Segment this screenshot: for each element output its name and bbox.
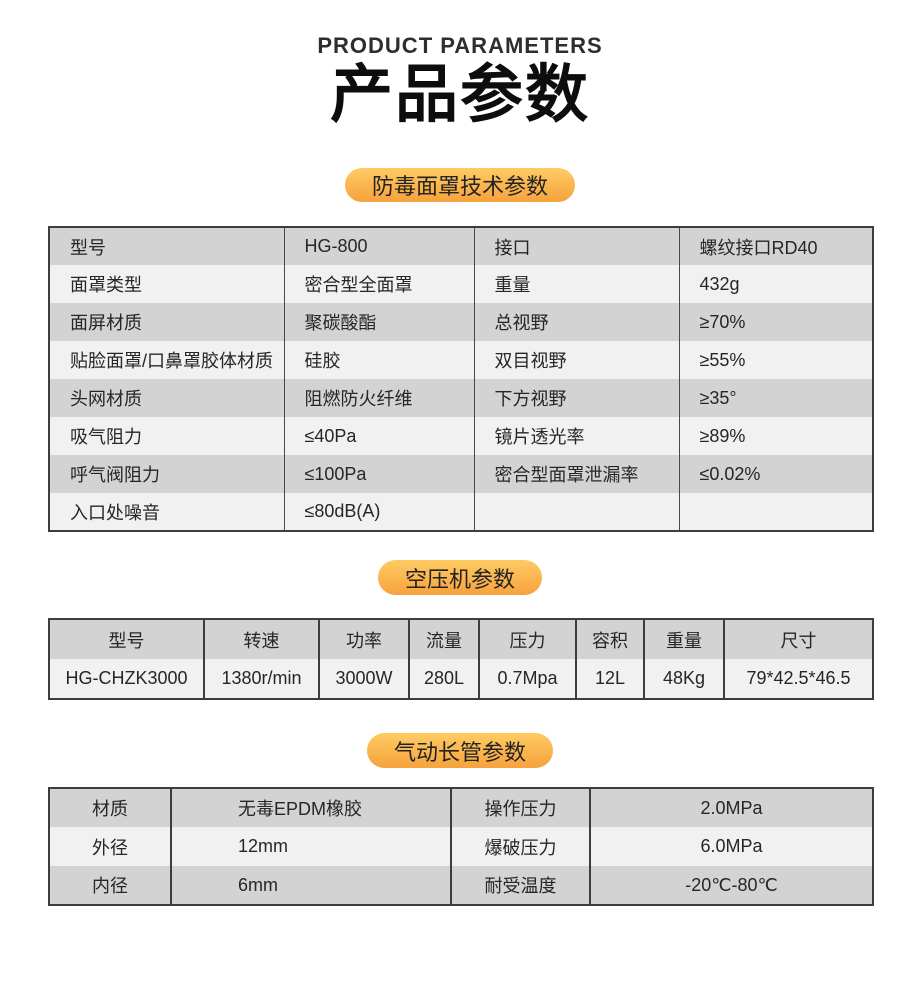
param-value: 聚碳酸酯 [283,303,474,341]
param-label: 面屏材质 [49,303,284,341]
param-value: 1380r/min [203,659,319,699]
column-header: 压力 [478,619,576,659]
param-label: 贴脸面罩/口鼻罩胶体材质 [49,341,284,379]
table-row: HG-CHZK3000 1380r/min 3000W 280L 0.7Mpa … [49,659,873,699]
column-header: 尺寸 [723,619,873,659]
column-header: 容积 [575,619,644,659]
table-row: 外径 12mm 爆破压力 6.0MPa [49,827,873,866]
param-value: 6mm [170,866,451,905]
param-value: 0.7Mpa [478,659,576,699]
param-value: 12L [575,659,644,699]
param-label: 下方视野 [473,379,679,417]
param-value: ≤40Pa [283,417,474,455]
param-value: 48Kg [643,659,724,699]
param-value: ≤100Pa [283,455,474,493]
column-header: 重量 [643,619,724,659]
compressor-section-badge: 空压机参数 [377,560,542,595]
param-value: 螺纹接口RD40 [678,227,873,265]
param-label: 操作压力 [450,788,590,827]
column-header: 功率 [318,619,409,659]
page-title: 产品参数 [330,60,590,130]
param-value: 79*42.5*46.5 [723,659,873,699]
param-label: 双目视野 [473,341,679,379]
param-label: 耐受温度 [450,866,590,905]
param-label: 型号 [49,227,284,265]
param-value: HG-800 [283,227,474,265]
mask-params-table: 型号 HG-800 接口 螺纹接口RD40 面罩类型 密合型全面罩 重量 432… [48,226,874,532]
param-value: 硅胶 [283,341,474,379]
table-row: 吸气阻力 ≤40Pa 镜片透光率 ≥89% [49,417,873,455]
param-value: 6.0MPa [589,827,873,866]
table-row: 材质 无毒EPDM橡胶 操作压力 2.0MPa [49,788,873,827]
param-label: 外径 [49,827,171,866]
compressor-params-table: 型号 转速 功率 流量 压力 容积 重量 尺寸 HG-CHZK3000 1380… [48,618,874,700]
hose-params-table: 材质 无毒EPDM橡胶 操作压力 2.0MPa 外径 12mm 爆破压力 6.0… [48,787,874,906]
column-header: 型号 [49,619,204,659]
table-row: 面罩类型 密合型全面罩 重量 432g [49,265,873,303]
param-value: 密合型全面罩 [283,265,474,303]
table-row: 呼气阀阻力 ≤100Pa 密合型面罩泄漏率 ≤0.02% [49,455,873,493]
param-value [678,493,873,531]
param-label: 内径 [49,866,171,905]
param-label [473,493,679,531]
param-label: 头网材质 [49,379,284,417]
param-label: 吸气阻力 [49,417,284,455]
table-row: 头网材质 阻燃防火纤维 下方视野 ≥35° [49,379,873,417]
param-value: ≤0.02% [678,455,873,493]
param-value: 3000W [318,659,409,699]
param-label: 材质 [49,788,171,827]
param-value: ≥35° [678,379,873,417]
param-value: ≥55% [678,341,873,379]
param-value: 2.0MPa [589,788,873,827]
param-label: 镜片透光率 [473,417,679,455]
param-value: 无毒EPDM橡胶 [170,788,451,827]
param-value: 阻燃防火纤维 [283,379,474,417]
table-row: 型号 HG-800 接口 螺纹接口RD40 [49,227,873,265]
param-label: 面罩类型 [49,265,284,303]
eyebrow-text: PRODUCT PARAMETERS [317,33,603,58]
param-label: 密合型面罩泄漏率 [473,455,679,493]
table-row: 内径 6mm 耐受温度 -20℃-80℃ [49,866,873,905]
mask-section-badge: 防毒面罩技术参数 [344,168,575,202]
param-value: 12mm [170,827,451,866]
param-value: ≤80dB(A) [283,493,474,531]
table-row: 入口处噪音 ≤80dB(A) [49,493,873,531]
column-header: 流量 [408,619,479,659]
table-header-row: 型号 转速 功率 流量 压力 容积 重量 尺寸 [49,619,873,659]
param-value: ≥70% [678,303,873,341]
column-header: 转速 [203,619,319,659]
param-value: HG-CHZK3000 [49,659,204,699]
param-label: 接口 [473,227,679,265]
param-label: 爆破压力 [450,827,590,866]
table-row: 贴脸面罩/口鼻罩胶体材质 硅胶 双目视野 ≥55% [49,341,873,379]
param-value: -20℃-80℃ [589,866,873,905]
hose-section-badge: 气动长管参数 [366,733,553,768]
param-value: ≥89% [678,417,873,455]
param-value: 280L [408,659,479,699]
table-row: 面屏材质 聚碳酸酯 总视野 ≥70% [49,303,873,341]
param-label: 重量 [473,265,679,303]
param-label: 入口处噪音 [49,493,284,531]
param-label: 呼气阀阻力 [49,455,284,493]
param-label: 总视野 [473,303,679,341]
param-value: 432g [678,265,873,303]
